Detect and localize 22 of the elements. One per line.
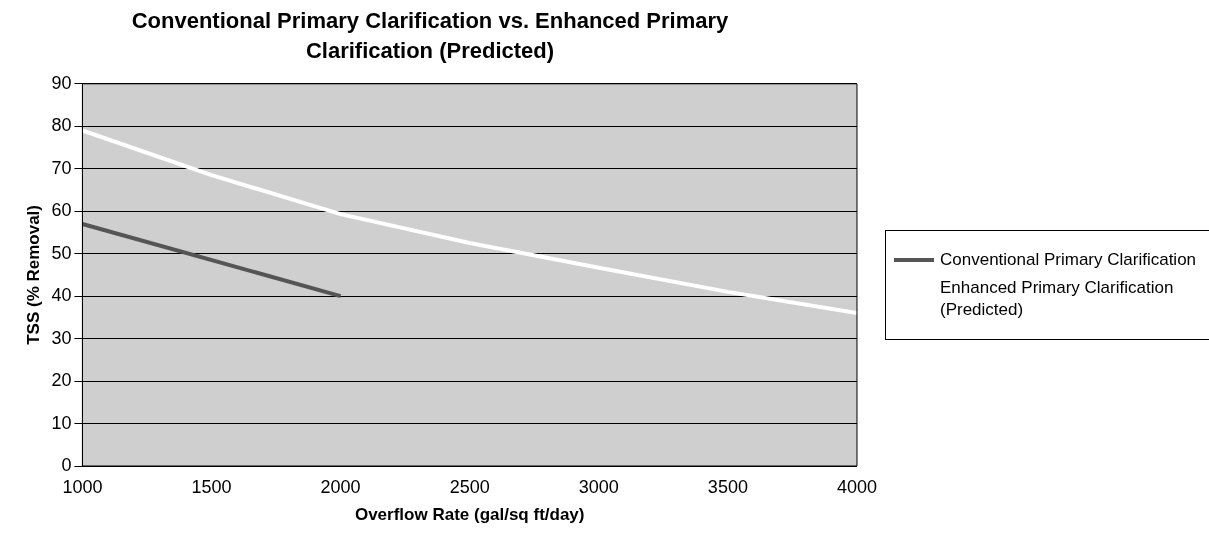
y-tick-label: 90 [51,72,72,93]
y-tick-label: 30 [51,327,72,348]
y-tick-label: 10 [51,412,72,433]
y-tick-label: 40 [51,285,72,306]
y-tick-label: 50 [51,242,72,263]
legend-label: Conventional Primary Clarification [940,249,1197,271]
y-tick-label: 70 [51,157,72,178]
x-axis-title: Overflow Rate (gal/sq ft/day) [354,505,585,525]
x-tick-label: 1000 [62,476,103,497]
x-tick-label: 2500 [449,476,490,497]
x-tick-label: 1500 [191,476,232,497]
y-tick-label: 60 [51,200,72,221]
x-tick-label: 2000 [320,476,361,497]
y-axis-title: TSS (% Removal) [23,204,43,345]
x-tick-label: 4000 [836,476,877,497]
text: Enhanced Primary Clarification (Predicted) [940,277,1175,321]
y-tick-label: 20 [51,370,72,391]
y-tick-label: 0 [61,454,72,475]
chart-title: Conventional Primary Clarification vs. Enhanced Primary Clarification (Predicted) [130,7,730,65]
y-tick-label: 80 [51,115,72,136]
x-tick-label: 3000 [578,476,619,497]
x-tick-label: 3500 [707,476,748,497]
